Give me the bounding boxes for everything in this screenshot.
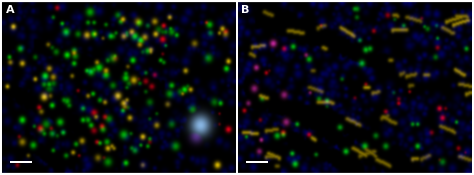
Text: B: B: [241, 5, 250, 15]
Bar: [10, 161, 32, 163]
Text: A: A: [6, 5, 14, 15]
Bar: [246, 161, 268, 163]
